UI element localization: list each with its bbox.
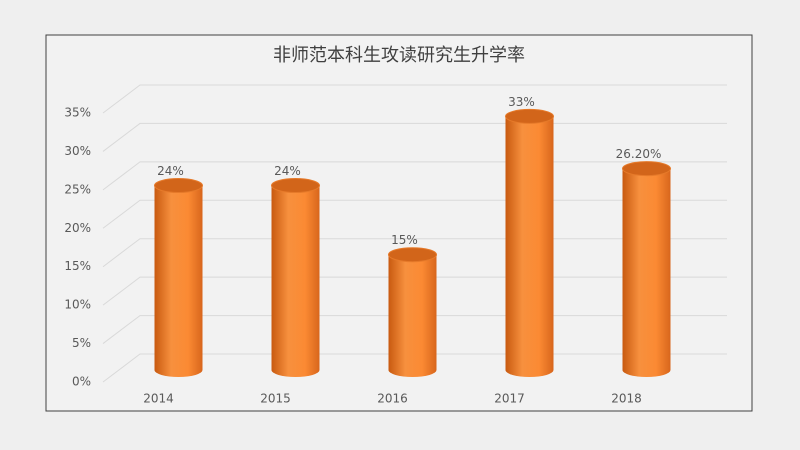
y-tick-label: 35% (64, 106, 91, 120)
bar-top (505, 108, 554, 124)
value-label: 15% (391, 233, 418, 247)
bar-top (154, 178, 203, 194)
y-tick-label: 30% (64, 144, 91, 158)
x-tick-label: 2018 (611, 392, 642, 406)
bar-top (388, 247, 437, 263)
value-label: 26.20% (616, 147, 662, 161)
value-label: 24% (157, 164, 184, 178)
y-tick-label: 5% (72, 336, 91, 350)
value-label: 33% (508, 95, 535, 109)
bar (388, 254, 437, 377)
y-tick-label: 20% (64, 221, 91, 235)
x-tick-label: 2015 (260, 392, 291, 406)
y-tick-label: 10% (64, 298, 91, 312)
bar (154, 185, 203, 377)
value-label: 24% (274, 164, 301, 178)
bars: 24% 24% 15% 33% 26.20% (154, 95, 671, 377)
chart-title: 非师范本科生攻读研究生升学率 (273, 45, 525, 66)
bar (622, 168, 671, 377)
x-tick-label: 2014 (143, 392, 174, 406)
y-tick-label: 0% (72, 375, 91, 389)
bar (271, 185, 320, 377)
x-tick-label: 2016 (377, 392, 408, 406)
y-tick-label: 25% (64, 182, 91, 196)
bar-top (622, 161, 671, 177)
bar-top (271, 178, 320, 194)
x-tick-label: 2017 (494, 392, 525, 406)
bar (505, 116, 554, 377)
y-tick-label: 15% (64, 259, 91, 273)
grid-line (102, 84, 727, 114)
